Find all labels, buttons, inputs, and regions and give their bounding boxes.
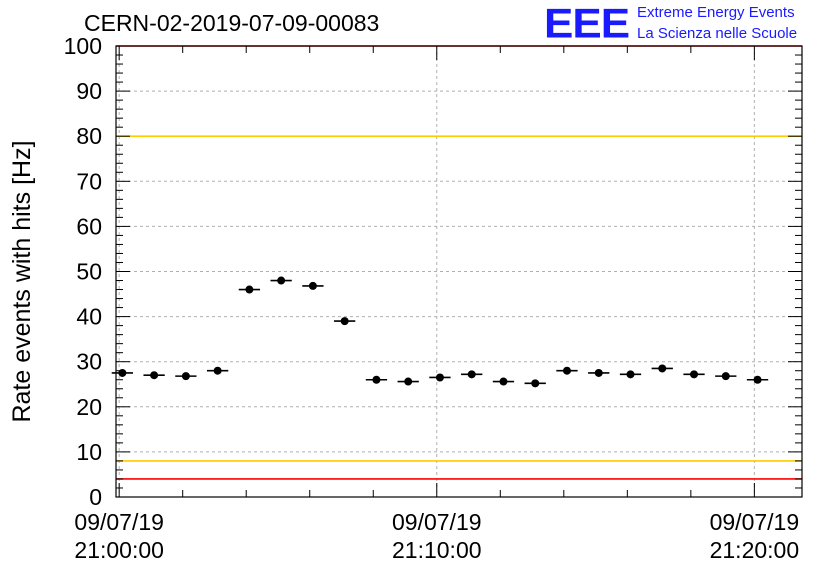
reference-lines [116, 45, 802, 480]
data-point [308, 281, 317, 290]
data-point [181, 372, 190, 381]
data-point [435, 373, 444, 382]
x-tick-date: 09/07/19 [392, 509, 482, 535]
data-point [658, 364, 667, 373]
y-tick-label: 70 [76, 168, 102, 194]
logo-line-1: Extreme Energy Events [637, 4, 795, 21]
y-tick-label: 10 [76, 439, 102, 465]
y-tick-label: 50 [76, 259, 102, 285]
data-point [404, 377, 413, 386]
x-tick-time: 21:10:00 [392, 537, 482, 563]
data-point [467, 370, 476, 379]
x-tick-time: 21:20:00 [710, 537, 800, 563]
data-point [594, 368, 603, 377]
x-tick-date: 09/07/19 [74, 509, 164, 535]
data-point [118, 368, 127, 377]
x-tick-date: 09/07/19 [710, 509, 800, 535]
y-tick-label: 30 [76, 349, 102, 375]
data-point [372, 375, 381, 384]
y-tick-labels: 0 10 20 30 40 50 60 70 80 90 100 [64, 33, 102, 510]
data-point [562, 366, 571, 375]
y-tick-label: 80 [76, 123, 102, 149]
data-point [245, 285, 254, 294]
y-axis-label: Rate events with hits [Hz] [8, 140, 36, 422]
y-tick-label: 60 [76, 213, 102, 239]
data-points [111, 276, 769, 388]
data-point [690, 370, 699, 379]
data-point [150, 371, 159, 380]
data-point [499, 377, 508, 386]
logo-line-2: La Scienza nelle Scuole [637, 25, 798, 42]
data-point [340, 317, 349, 326]
x-tick-label: 09/07/19 21:10:00 [392, 509, 482, 563]
data-point [721, 372, 730, 381]
x-tick-time: 21:00:00 [74, 537, 164, 563]
data-point [626, 370, 635, 379]
y-tick-label: 20 [76, 394, 102, 420]
x-tick-label: 09/07/19 21:00:00 [74, 509, 164, 563]
y-tick-label: 90 [76, 78, 102, 104]
y-tick-label: 0 [89, 484, 102, 510]
y-tick-label: 40 [76, 304, 102, 330]
axis-ticks [116, 45, 802, 498]
eee-logo: EEE [544, 0, 630, 47]
data-point [213, 366, 222, 375]
grid-lines [116, 46, 802, 497]
data-point [753, 375, 762, 384]
chart-title: CERN-02-2019-07-09-00083 [84, 10, 380, 36]
x-tick-label: 09/07/19 21:20:00 [710, 509, 800, 563]
y-tick-label: 100 [64, 33, 102, 59]
data-point [277, 276, 286, 285]
data-point [531, 379, 540, 388]
